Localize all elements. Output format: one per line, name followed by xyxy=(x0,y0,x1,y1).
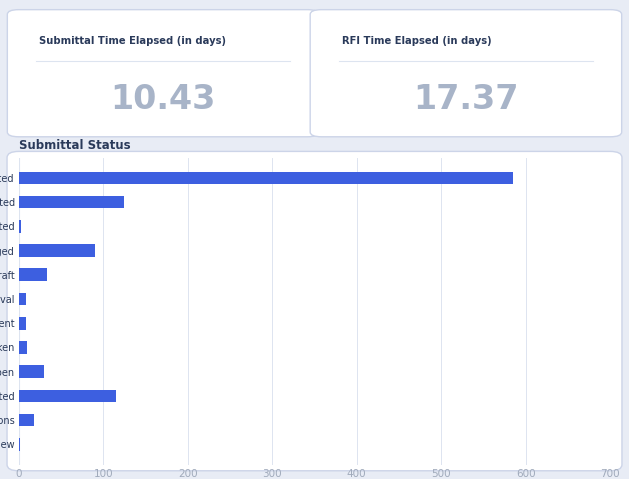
Bar xyxy=(19,414,34,426)
Bar xyxy=(19,389,116,402)
FancyBboxPatch shape xyxy=(310,10,621,137)
Bar xyxy=(19,341,27,354)
FancyBboxPatch shape xyxy=(7,151,622,471)
Text: 10.43: 10.43 xyxy=(111,82,216,115)
Bar xyxy=(19,196,125,208)
Bar xyxy=(19,220,21,233)
Text: Submittal Time Elapsed (in days): Submittal Time Elapsed (in days) xyxy=(39,35,226,46)
Bar xyxy=(19,171,513,184)
Bar xyxy=(19,317,26,330)
Bar xyxy=(19,268,47,281)
FancyBboxPatch shape xyxy=(8,10,319,137)
Text: RFI Time Elapsed (in days): RFI Time Elapsed (in days) xyxy=(342,35,491,46)
Bar xyxy=(19,293,26,305)
Text: Submittal Status: Submittal Status xyxy=(19,139,130,152)
Text: 17.37: 17.37 xyxy=(413,82,519,115)
Bar xyxy=(19,365,44,378)
Bar xyxy=(19,244,95,257)
